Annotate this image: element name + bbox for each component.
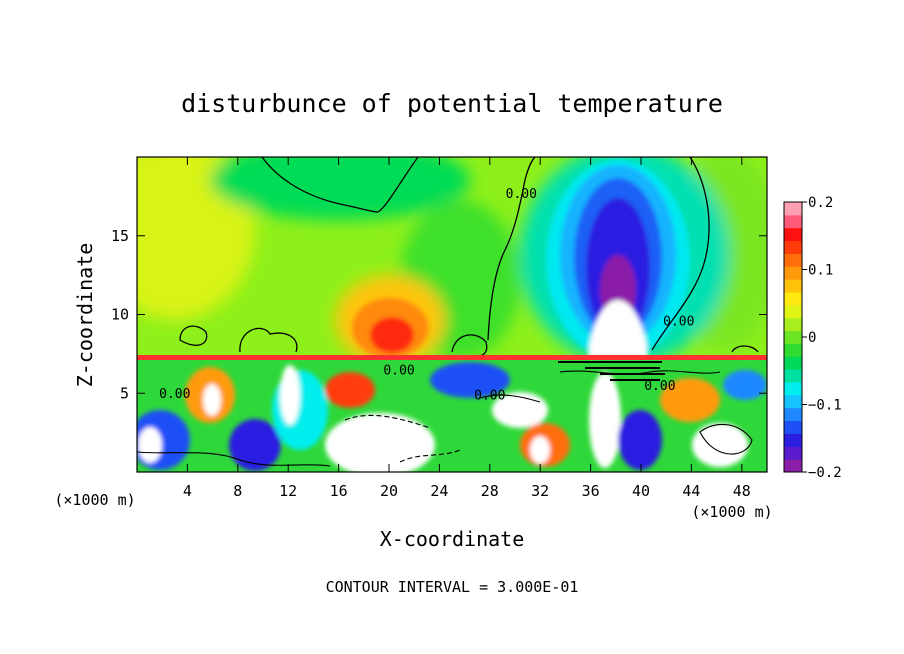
lower-contour-4 xyxy=(479,394,541,403)
x-tick-label: 44 xyxy=(682,482,700,500)
y-axis: 5 10 15 xyxy=(111,227,767,402)
x-tick-label: 12 xyxy=(279,482,297,500)
lower-contour-3 xyxy=(344,414,431,429)
colorbar-segment xyxy=(784,227,802,242)
colorbar-segment xyxy=(784,330,802,344)
colorbar: 0.2 0.1 0 −0.1 −0.2 xyxy=(783,195,842,481)
colorbar-segment xyxy=(784,459,802,473)
blue-eddy-5 xyxy=(723,370,767,400)
colorbar-tick-label: 0.2 xyxy=(808,195,833,211)
contour-label: 0.00 xyxy=(159,387,190,402)
blue-eddy-4 xyxy=(618,410,662,470)
small-contour-a xyxy=(239,327,298,353)
colorbar-segment xyxy=(784,446,802,460)
white-eddy-5 xyxy=(492,392,548,428)
x-tick-label: 20 xyxy=(380,482,398,500)
contour-label: 0.00 xyxy=(506,187,537,202)
zero-contour-top xyxy=(261,157,419,213)
lower-contour-1 xyxy=(137,451,331,467)
small-contour-left xyxy=(179,325,208,346)
cyan-eddy-1 xyxy=(272,370,328,450)
white-eddy-1 xyxy=(138,427,162,463)
y-tick-label: 5 xyxy=(120,384,129,402)
white-eddy-4 xyxy=(325,413,435,472)
orange-eddy-3 xyxy=(660,378,720,422)
x-tick-label: 4 xyxy=(183,482,192,500)
contour-labels: 0.00 0.00 0.00 0.00 0.00 0.00 xyxy=(159,187,694,404)
turbulent-lower-region xyxy=(137,360,767,472)
contour-label: 0.00 xyxy=(663,315,694,330)
colorbar-tick-label: −0.2 xyxy=(808,465,842,481)
colorbar-segment xyxy=(784,420,802,434)
heatmap-field: 0.00 0.00 0.00 0.00 0.00 0.00 xyxy=(137,157,767,472)
colorbar-segment xyxy=(784,317,802,332)
white-eddy-2 xyxy=(203,384,221,416)
x-tick-label: 36 xyxy=(582,482,600,500)
colorbar-segment xyxy=(784,253,802,267)
small-contour-right xyxy=(731,345,759,353)
colorbar-segment xyxy=(784,407,802,422)
colorbar-segment xyxy=(784,266,802,280)
lower-contours xyxy=(137,370,753,467)
x-axis: 4 8 12 16 20 24 28 32 36 40 44 48 xyxy=(183,157,751,500)
x-tick-label: 28 xyxy=(481,482,499,500)
lower-contour-5 xyxy=(699,423,753,455)
lower-contour-6 xyxy=(559,370,721,375)
green-upper-band xyxy=(210,157,470,220)
colorbar-tick-label: −0.1 xyxy=(808,398,842,414)
inversion-layer xyxy=(137,355,767,360)
y-axis-label: Z-coordinate xyxy=(73,243,97,388)
colorbar-segment xyxy=(784,304,802,319)
colorbar-tick-label: 0 xyxy=(808,330,816,346)
x-axis-unit-left: (×1000 m) xyxy=(54,491,135,509)
x-tick-label: 24 xyxy=(430,482,448,500)
colorbar-segment xyxy=(784,292,802,306)
x-tick-label: 16 xyxy=(330,482,348,500)
zero-contour-plume xyxy=(487,157,536,341)
dense-contour-band xyxy=(558,361,665,381)
contour-label: 0.00 xyxy=(644,379,675,394)
contour-label: 0.00 xyxy=(383,363,414,378)
y-tick-label: 10 xyxy=(111,306,129,324)
colorbar-segment xyxy=(784,356,802,370)
colorbar-segment xyxy=(784,369,802,383)
red-eddy-1 xyxy=(325,372,375,408)
colorbar-segment xyxy=(784,382,802,396)
white-eddy-3 xyxy=(280,365,300,425)
white-eddy-6 xyxy=(530,436,550,464)
colorbar-segment xyxy=(784,214,802,229)
x-axis-label: X-coordinate xyxy=(380,527,525,551)
chart-title: disturbunce of potential temperature xyxy=(181,89,723,118)
colorbar-segment xyxy=(784,394,802,409)
x-tick-label: 48 xyxy=(733,482,751,500)
colorbar-segment xyxy=(784,240,802,254)
x-tick-label: 8 xyxy=(233,482,242,500)
white-dome xyxy=(588,300,648,360)
colorbar-tick-label: 0.1 xyxy=(808,263,833,279)
red-core xyxy=(370,317,414,353)
colorbar-segment xyxy=(784,202,802,216)
colorbar-segment xyxy=(784,343,802,357)
small-contour-b xyxy=(451,334,488,357)
colorbar-segment xyxy=(784,279,802,293)
upper-contours xyxy=(179,157,759,357)
contour-label: 0.00 xyxy=(474,389,505,404)
y-tick-label: 15 xyxy=(111,227,129,245)
zero-contour-right xyxy=(651,157,710,351)
white-eddy-8 xyxy=(692,423,748,467)
x-axis-unit-right: (×1000 m) xyxy=(691,503,772,521)
contour-interval-note: CONTOUR INTERVAL = 3.000E-01 xyxy=(326,578,579,596)
x-tick-label: 40 xyxy=(632,482,650,500)
white-eddy-7 xyxy=(589,372,621,468)
blue-eddy-3 xyxy=(430,362,510,398)
x-tick-label: 32 xyxy=(531,482,549,500)
blue-eddy-2 xyxy=(229,419,281,471)
colorbar-segment xyxy=(784,433,802,447)
